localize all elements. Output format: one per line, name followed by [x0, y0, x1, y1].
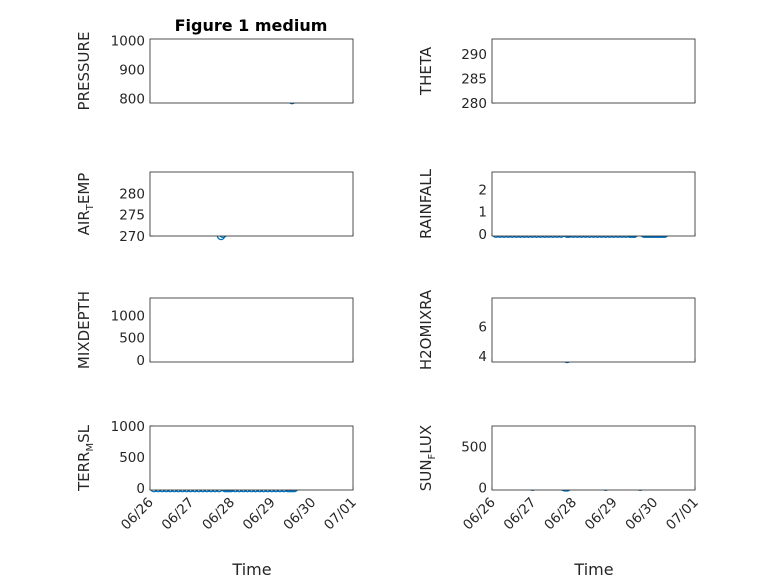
axes-frame [491, 425, 696, 491]
y-axis-label-1: THETA [417, 46, 435, 96]
subplot-h2omixra: 4 6 H2OMIXRA [417, 289, 696, 370]
y-tick-label: 290 [461, 47, 487, 63]
y-tick-label: 1000 [111, 33, 145, 49]
y-tick-label: 270 [119, 229, 145, 245]
subplot-terr-msl: 06/26 06/27 06/28 06/29 06/30 07/01 0 500 1000 TE… [75, 419, 360, 533]
y-tick-label: 0 [136, 353, 145, 369]
y-axis-label-2: AIRTEMP [75, 173, 96, 236]
y-tick-label: 500 [119, 331, 145, 347]
x-tick-label: 06/26 [118, 495, 157, 534]
y-tick-label: 1 [478, 205, 487, 221]
y-tick-label: 1000 [111, 309, 145, 325]
y-axis-label-5: H2OMIXRA [417, 289, 435, 370]
x-tick-label: 07/01 [663, 495, 702, 534]
y-tick-label: 500 [119, 450, 145, 466]
x-tick-label: 06/29 [582, 495, 621, 534]
y-axis-label-4: MIXDEPTH [75, 291, 93, 369]
subplot-sun-flux: 06/26 06/27 06/28 06/29 06/30 07/01 0 500 SUNFLU… [417, 425, 702, 534]
y-tick-label: 0 [136, 481, 145, 497]
y-tick-label: 280 [119, 186, 145, 202]
subplot-theta: 280 285 290 THETA [417, 38, 696, 112]
y-tick-label: 500 [461, 440, 487, 456]
x-axis-label-left: Time [231, 560, 271, 579]
axes-frame [491, 171, 696, 237]
axes-frame [491, 38, 696, 104]
x-tick-label: 06/28 [541, 495, 580, 534]
axes-frame [149, 38, 354, 104]
axes-frame [491, 297, 696, 363]
y-axis-label-0: PRESSURE [75, 32, 93, 111]
subplot-air-temp: 270 275 280 AIRTEMP [75, 171, 354, 245]
subplot-mixdepth: 0 500 1000 MIXDEPTH [75, 291, 354, 369]
subplot-pressure: 800 900 1000 PRESSURE [75, 32, 354, 111]
x-tick-label: 06/26 [460, 495, 499, 534]
subplot-rainfall: 0 1 2 RAINFALL [417, 168, 696, 243]
y-tick-label: 6 [478, 319, 487, 335]
axes-frame [149, 297, 354, 363]
axes-frame [149, 171, 354, 237]
x-tick-label: 06/27 [159, 495, 198, 534]
x-tick-label: 06/30 [622, 495, 661, 534]
x-tick-label: 06/30 [280, 495, 319, 534]
y-tick-label: 0 [478, 227, 487, 243]
y-tick-label: 275 [119, 208, 145, 224]
y-tick-label: 4 [478, 349, 487, 365]
x-tick-label: 07/01 [321, 495, 360, 534]
y-axis-label-7: SUNFLUX [417, 425, 438, 491]
x-tick-label: 06/27 [501, 495, 540, 534]
y-axis-label-3: RAINFALL [417, 168, 435, 239]
y-tick-label: 280 [461, 96, 487, 112]
y-tick-label: 900 [119, 63, 145, 79]
y-tick-label: 800 [119, 92, 145, 108]
axes-frame [149, 425, 354, 491]
y-tick-label: 0 [478, 481, 487, 497]
y-tick-label: 2 [478, 183, 487, 199]
figure-title: Figure 1 medium [175, 16, 328, 35]
x-axis-label-right: Time [573, 560, 613, 579]
y-tick-label: 285 [461, 71, 487, 87]
x-tick-label: 06/28 [199, 495, 238, 534]
x-tick-label: 06/29 [240, 495, 279, 534]
y-axis-label-6: TERRMSL [75, 424, 96, 492]
y-tick-label: 1000 [111, 419, 145, 435]
